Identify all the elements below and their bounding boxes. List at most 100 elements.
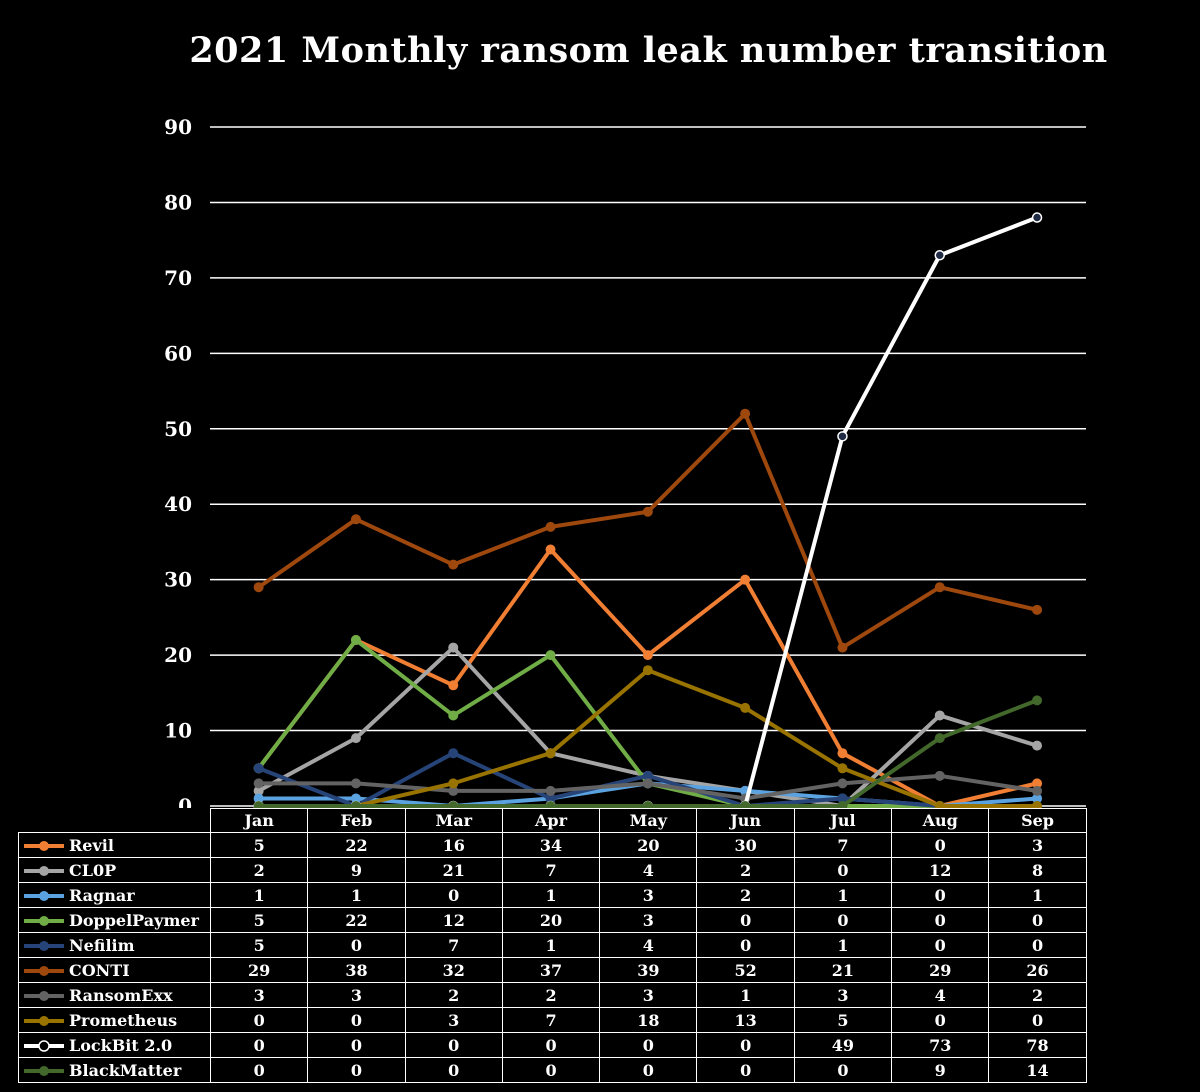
data-point [253, 801, 264, 808]
data-point [642, 650, 653, 661]
data-label: 4 [599, 932, 698, 958]
table-row: RansomExx 3 3 2 2 3 1 3 4 2 [18, 982, 1087, 1008]
data-label: 7 [501, 1007, 601, 1033]
data-label: 0 [891, 882, 990, 908]
table-row: Ragnar 1 1 0 1 3 2 1 0 1 [18, 882, 1087, 908]
data-point [448, 778, 459, 789]
data-label: 0 [793, 1057, 893, 1083]
data-label: 0 [988, 907, 1087, 933]
data-point [642, 770, 653, 781]
data-label: 22 [307, 832, 406, 858]
x-tick-label: Jan [209, 808, 309, 833]
data-point [837, 778, 848, 789]
series-name: CL0P [69, 861, 117, 880]
chart-title: 2021 Monthly ransom leak number transiti… [189, 30, 1108, 71]
table-row: BlackMatter 0 0 0 0 0 0 0 9 14 [18, 1057, 1087, 1083]
data-label: 2 [696, 882, 795, 908]
data-label: 1 [793, 932, 893, 958]
data-point [1032, 778, 1043, 789]
data-point [837, 748, 848, 759]
data-label: 49 [793, 1032, 893, 1058]
table-row: LockBit 2.0 0 0 0 0 0 0 49 73 78 [18, 1032, 1087, 1058]
data-label: 73 [891, 1032, 990, 1058]
table-row: CL0P 2 9 21 7 4 2 0 12 8 [18, 857, 1087, 883]
series-5 [253, 408, 1043, 653]
series-lines [253, 212, 1043, 808]
data-label: 0 [404, 882, 503, 908]
legend-swatch [24, 965, 64, 976]
data-table: Jan Feb Mar Apr May Jun Jul Aug Sep Revil 5 22 16 34… [18, 808, 1087, 1083]
series-line [256, 411, 1040, 650]
data-point [837, 793, 848, 804]
data-label: 0 [404, 1057, 503, 1083]
y-tick-label: 50 [164, 417, 192, 441]
data-point [350, 635, 361, 646]
data-label: 38 [307, 957, 406, 983]
data-point [837, 763, 848, 774]
data-label: 0 [209, 1007, 309, 1033]
data-point [1032, 785, 1043, 796]
data-point [934, 801, 945, 808]
table-corner [18, 808, 211, 833]
data-label: 1 [209, 882, 309, 908]
data-label: 37 [501, 957, 601, 983]
data-label: 14 [988, 1057, 1087, 1083]
data-label: 0 [891, 832, 990, 858]
table-row: Nefilim 5 0 7 1 4 0 1 0 0 [18, 932, 1087, 958]
data-label: 0 [988, 932, 1087, 958]
data-point [350, 778, 361, 789]
data-label: 1 [696, 982, 795, 1008]
data-label: 20 [599, 832, 698, 858]
data-label: 0 [891, 932, 990, 958]
data-label: 0 [891, 1007, 990, 1033]
legend-swatch [24, 915, 64, 926]
data-point [740, 574, 751, 585]
data-label: 5 [209, 932, 309, 958]
data-label: 0 [599, 1032, 698, 1058]
legend-entry: CONTI [18, 957, 211, 983]
y-tick-label: 40 [164, 492, 192, 516]
data-point [448, 785, 459, 796]
data-label: 0 [209, 1057, 309, 1083]
data-label: 1 [793, 882, 893, 908]
table-row: Revil 5 22 16 34 20 30 7 0 3 [18, 832, 1087, 858]
data-point [350, 514, 361, 525]
y-axis-ticks: 0 10 20 30 40 50 60 70 80 90 [164, 115, 192, 808]
legend-entry: Revil [18, 832, 211, 858]
data-label: 0 [793, 907, 893, 933]
y-tick-label: 70 [164, 266, 192, 290]
data-label: 0 [696, 1032, 795, 1058]
data-point [545, 801, 556, 808]
data-point [253, 785, 264, 796]
data-label: 4 [599, 857, 698, 883]
table-row: CONTI 29 38 32 37 39 52 21 29 26 [18, 957, 1087, 983]
data-point [1032, 793, 1043, 804]
data-point [545, 544, 556, 555]
data-label: 5 [793, 1007, 893, 1033]
data-point [253, 763, 264, 774]
legend-swatch [24, 940, 64, 951]
legend-swatch [24, 840, 64, 851]
data-label: 3 [307, 982, 406, 1008]
data-label: 52 [696, 957, 795, 983]
data-label: 0 [501, 1057, 601, 1083]
data-label: 0 [988, 1007, 1087, 1033]
data-label: 1 [501, 932, 601, 958]
data-point [642, 801, 653, 808]
data-point [934, 710, 945, 721]
data-point [253, 778, 264, 789]
data-label: 39 [599, 957, 698, 983]
data-label: 0 [307, 1057, 406, 1083]
data-point [740, 702, 751, 713]
data-label: 4 [891, 982, 990, 1008]
data-point [1032, 695, 1043, 706]
data-label: 29 [209, 957, 309, 983]
data-label: 2 [209, 857, 309, 883]
data-label: 2 [501, 982, 601, 1008]
y-tick-label: 0 [178, 794, 192, 808]
data-label: 2 [404, 982, 503, 1008]
chart-plot: 0 10 20 30 40 50 60 70 80 90 [164, 115, 1086, 808]
data-label: 8 [988, 857, 1087, 883]
legend-entry: RansomExx [18, 982, 211, 1008]
data-point [448, 680, 459, 691]
